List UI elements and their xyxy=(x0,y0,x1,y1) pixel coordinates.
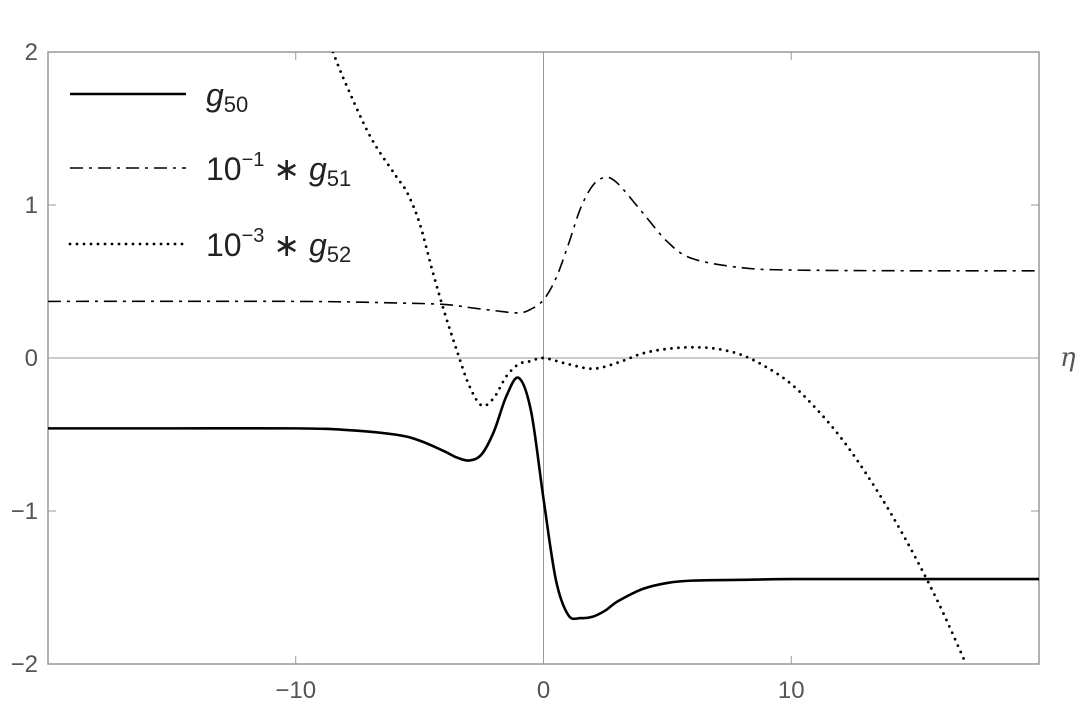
series-line-g50 xyxy=(48,376,1039,621)
y-tick-label: 0 xyxy=(25,345,38,372)
legend-label: 10−3 ∗ g52 xyxy=(206,225,351,267)
x-tick-label: 0 xyxy=(537,677,550,704)
x-tick-label: 10 xyxy=(778,677,805,704)
y-tick-label: 1 xyxy=(25,192,38,219)
legend: g50 10−1 ∗ g51 10−3 ∗ g52 xyxy=(68,77,351,267)
x-axis-label: η xyxy=(1060,343,1076,373)
y-tick-label: −2 xyxy=(11,651,38,678)
y-tick-label: 2 xyxy=(25,39,38,66)
legend-label: 10−1 ∗ g51 xyxy=(206,149,351,191)
y-tick-label: −1 xyxy=(11,498,38,525)
x-tick-label: −10 xyxy=(275,677,316,704)
legend-label: g50 xyxy=(206,77,248,117)
series-lines xyxy=(48,52,1039,663)
series-line-g52-scaled xyxy=(331,52,967,663)
